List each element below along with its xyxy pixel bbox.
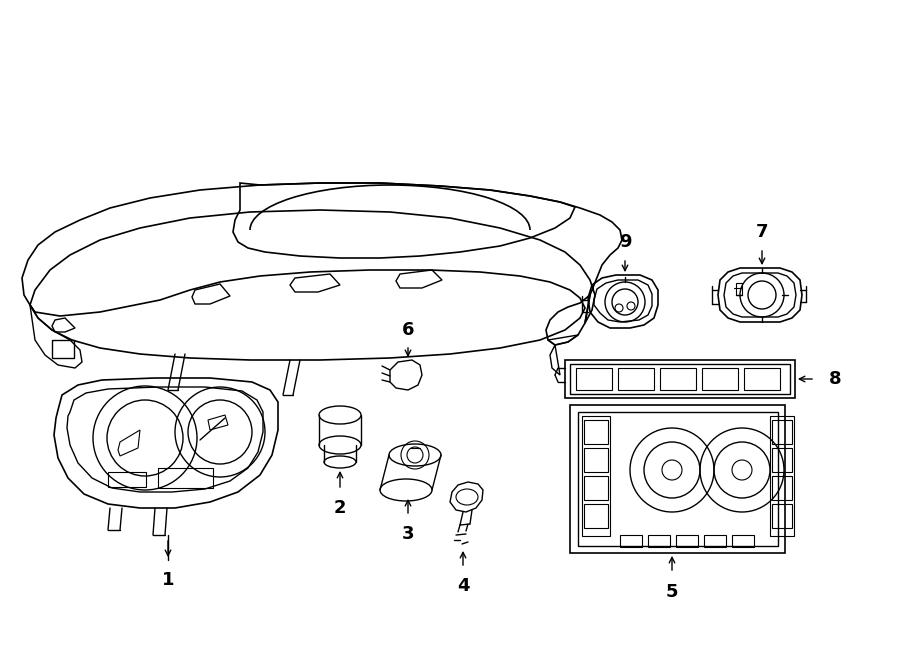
Bar xyxy=(772,476,792,500)
Bar xyxy=(744,368,780,390)
Bar xyxy=(648,535,670,547)
Bar xyxy=(732,535,754,547)
Bar xyxy=(584,476,608,500)
Bar xyxy=(52,340,74,358)
Bar xyxy=(772,448,792,472)
Text: 1: 1 xyxy=(162,571,175,589)
Bar xyxy=(770,416,794,536)
Text: 3: 3 xyxy=(401,525,414,543)
Bar xyxy=(702,368,738,390)
Text: 6: 6 xyxy=(401,321,414,339)
Text: 7: 7 xyxy=(756,223,769,241)
Bar xyxy=(570,405,785,553)
Bar xyxy=(158,468,213,488)
Bar xyxy=(576,368,612,390)
Text: 4: 4 xyxy=(456,577,469,595)
Bar xyxy=(620,535,642,547)
Bar xyxy=(772,504,792,528)
Bar xyxy=(736,283,742,295)
Bar xyxy=(578,412,778,546)
Text: 2: 2 xyxy=(334,499,346,517)
Bar xyxy=(704,535,726,547)
Bar xyxy=(584,448,608,472)
Bar xyxy=(772,420,792,444)
Bar xyxy=(570,364,790,394)
Bar xyxy=(565,360,795,398)
Text: 8: 8 xyxy=(829,370,842,388)
Bar xyxy=(108,472,146,487)
Bar xyxy=(618,368,654,390)
Text: 5: 5 xyxy=(666,583,679,601)
Bar xyxy=(660,368,696,390)
Text: 9: 9 xyxy=(619,233,631,251)
Bar xyxy=(582,416,610,536)
Bar xyxy=(584,504,608,528)
Bar xyxy=(584,420,608,444)
Bar xyxy=(676,535,698,547)
